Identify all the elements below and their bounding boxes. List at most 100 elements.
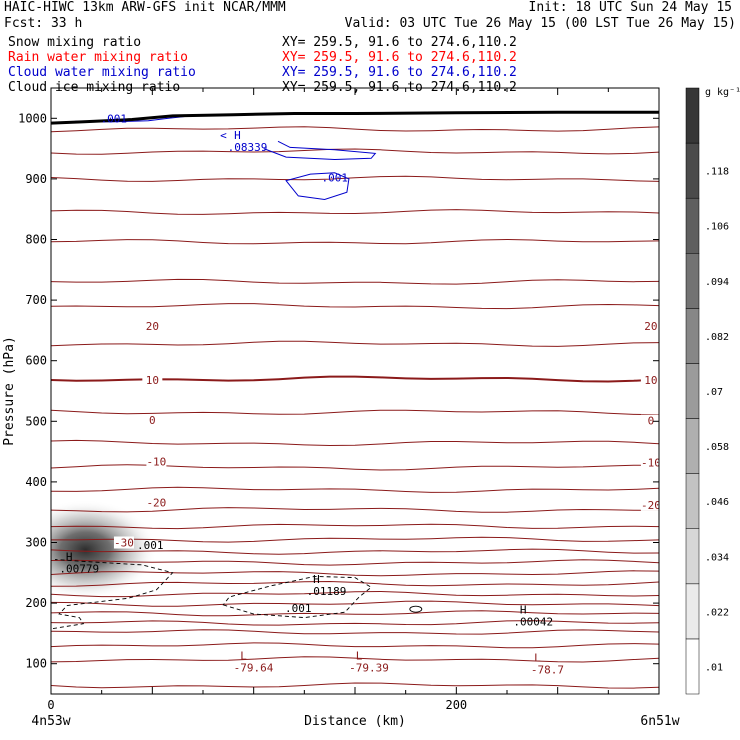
header-init-time: Init: 18 UTC Sun 24 May 15 xyxy=(528,0,733,15)
temperature-contour xyxy=(51,238,659,245)
extremum-value: -79.39 xyxy=(349,661,389,674)
contour-label-bg xyxy=(142,414,163,427)
temperature-label: -30 xyxy=(114,537,134,550)
cloud-water-label: .001 xyxy=(321,172,348,185)
temperature-contour xyxy=(51,656,659,663)
temperature-label: 10 xyxy=(146,374,159,387)
cloud-ice-contour xyxy=(52,559,174,630)
temperature-contour xyxy=(51,507,659,513)
plot-area: -30 -20 -20 -10 -10 0 0 10 10 20 20 .001 .001 .001 .00… xyxy=(51,110,661,689)
temperature-label: -20 xyxy=(146,497,166,510)
colorbar: .01 .022 .034 .046 .058 .07 .082 .094 .106 .118 xyxy=(685,87,729,695)
temperature-contour xyxy=(51,536,659,543)
contour-label-bg xyxy=(640,498,659,511)
contour-label-bg xyxy=(142,374,163,387)
colorbar-swatch xyxy=(685,583,700,640)
temperature-contour xyxy=(51,559,659,566)
header-valid-time: Valid: 03 UTC Tue 26 May 15 (00 LST Tue … xyxy=(344,16,736,31)
temperature-label: 20 xyxy=(146,320,159,333)
colorbar-swatch xyxy=(685,142,700,199)
temperature-contour xyxy=(51,303,659,310)
x-tick-label: 200 xyxy=(445,698,467,712)
cloud-water-contour xyxy=(263,140,377,161)
contour-label-bg xyxy=(142,320,163,333)
x-end-label-right: 6n51w xyxy=(640,714,679,729)
contour-label-bg xyxy=(146,455,167,468)
colorbar-swatch xyxy=(685,253,700,309)
temperature-contour xyxy=(51,620,659,626)
colorbar-swatch xyxy=(685,528,700,585)
temperature-contour xyxy=(51,439,659,447)
colorbar-swatch xyxy=(685,308,700,364)
extremum-value: .08339 xyxy=(228,141,268,154)
y-tick-label: 800 xyxy=(25,233,47,247)
temperature-label: 10 xyxy=(644,374,657,387)
cloud-ice-label: .001 xyxy=(285,602,312,615)
colorbar-label: .022 xyxy=(705,607,729,618)
temperature-contour xyxy=(51,600,659,607)
field-cloud-water-xy: XY= 259.5, 91.6 to 274.6,110.2 xyxy=(282,65,517,80)
y-tick-label: 400 xyxy=(25,475,47,489)
temperature-contour xyxy=(51,409,659,416)
colorbar-swatch xyxy=(685,363,700,419)
cloud-water-contour xyxy=(285,172,350,201)
cloud-ice-contour xyxy=(409,605,423,613)
contour-label-bg xyxy=(146,496,167,509)
x-tick-label: 0 xyxy=(47,698,54,712)
extremum-value: -78.7 xyxy=(531,663,564,676)
extremum-marker: H xyxy=(313,573,320,586)
colorbar-swatch xyxy=(685,638,700,695)
extremum-marker: H xyxy=(520,603,527,616)
field-snow-name: Snow mixing ratio xyxy=(8,35,142,50)
temperature-contour xyxy=(51,209,659,215)
temperature-contour xyxy=(51,682,659,689)
temperature-contour xyxy=(51,486,659,493)
temperature-contour xyxy=(51,375,659,383)
extremum-value: -79.64 xyxy=(234,661,274,674)
temperature-contour xyxy=(51,642,659,649)
x-end-label-left: 4n53w xyxy=(31,714,70,729)
field-cloud-water-name: Cloud water mixing ratio xyxy=(8,65,196,80)
x-axis: 0 200 xyxy=(47,88,609,712)
colorbar-label: .07 xyxy=(705,387,723,398)
temperature-contour xyxy=(51,175,659,182)
temperature-label: -10 xyxy=(146,455,166,468)
temperature-contour xyxy=(51,580,659,587)
temperature-contour xyxy=(51,126,659,133)
extremum-marker: H xyxy=(66,551,73,564)
temperature-label: 0 xyxy=(149,414,156,427)
field-snow-xy: XY= 259.5, 91.6 to 274.6,110.2 xyxy=(282,35,517,50)
field-rain-xy: XY= 259.5, 91.6 to 274.6,110.2 xyxy=(282,50,517,65)
temperature-label: -10 xyxy=(641,457,661,470)
colorbar-swatch xyxy=(685,87,700,144)
y-tick-label: 500 xyxy=(25,414,47,428)
colorbar-units: g kg⁻¹ xyxy=(705,87,740,98)
contour-label-bg xyxy=(113,536,134,549)
extremum-marker: L xyxy=(240,649,247,662)
temperature-contour xyxy=(51,278,659,285)
extremum-value: .01189 xyxy=(307,585,347,598)
temperature-contour xyxy=(51,590,659,598)
extremum-marker: H xyxy=(234,129,241,142)
colorbar-label: .106 xyxy=(705,222,729,233)
cloud-water-label: .001 xyxy=(101,112,128,125)
x-axis-label: Distance (km) xyxy=(304,714,406,729)
extremum-marker: L xyxy=(534,651,541,664)
temperature-contour xyxy=(51,148,659,155)
cloud-ice-contour xyxy=(222,575,372,619)
temperature-contour xyxy=(51,570,659,577)
temperature-label: 20 xyxy=(644,320,657,333)
temperature-contour xyxy=(51,610,659,617)
temperature-contour xyxy=(51,340,659,347)
contour-label-bg xyxy=(640,320,659,333)
y-tick-label: 900 xyxy=(25,172,47,186)
colorbar-label: .082 xyxy=(705,332,729,343)
header-title: HAIC-HIWC 13km ARW-GFS init NCAR/MMM xyxy=(4,0,286,15)
y-tick-label: 100 xyxy=(25,657,47,671)
y-tick-label: 700 xyxy=(25,293,47,307)
contour-label-bg xyxy=(640,456,659,469)
cloud-ice-label: .001 xyxy=(137,539,164,552)
